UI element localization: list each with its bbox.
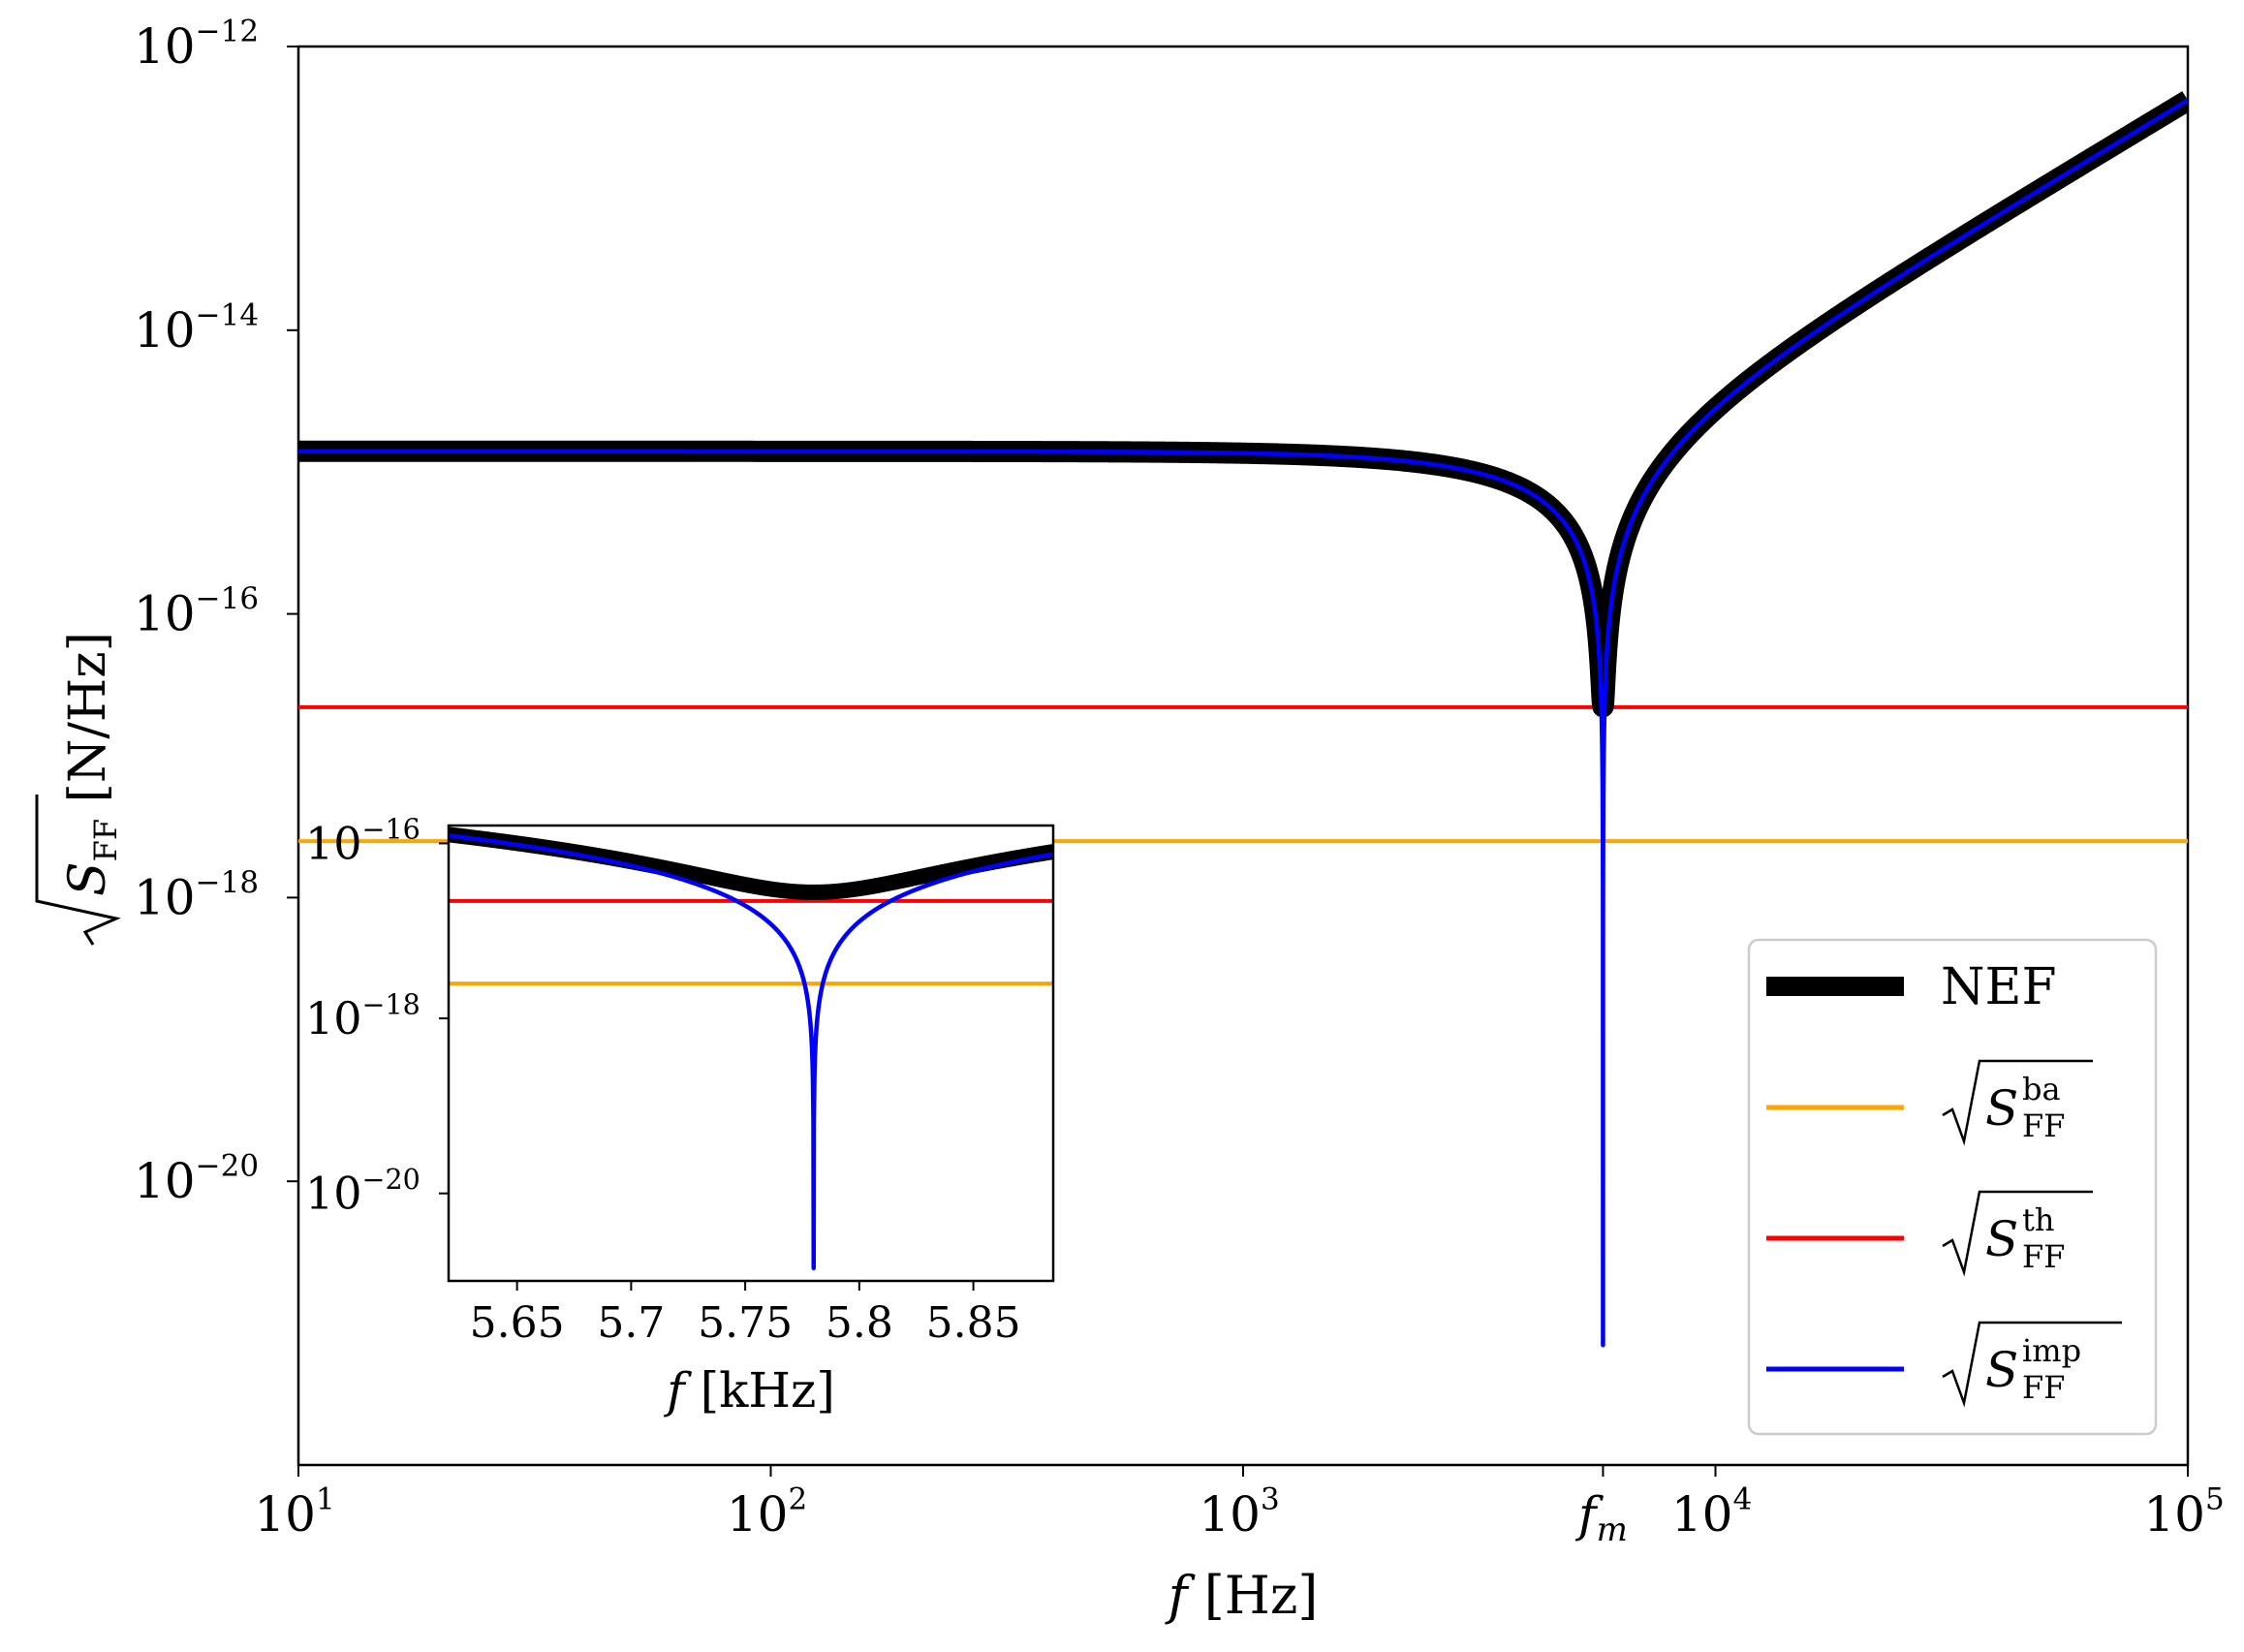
legend-radical-2 bbox=[1942, 1190, 2093, 1277]
inset-x-tick-label: 5.65 bbox=[470, 1298, 565, 1348]
x-tick-label: 104 bbox=[1671, 1482, 1752, 1543]
y-tick-label: 10−12 bbox=[134, 15, 259, 76]
main-plot: 101 102 103 104 105 fm 10−12 10−14 10−16 10−18 10−… bbox=[35, 15, 2225, 1626]
legend-label-sub-2: FF bbox=[2022, 1238, 2065, 1275]
inset-y-tick-label: 10−20 bbox=[305, 1164, 421, 1220]
inset-plot: 5.65 5.7 5.75 5.8 5.85 10−16 10−18 10−20 f [kHz] bbox=[305, 814, 1055, 1418]
legend-label-0: NEF bbox=[1941, 958, 2057, 1016]
inset-series-line-s-ff-imp bbox=[449, 833, 1053, 1271]
legend-label-sub-1: FF bbox=[2022, 1107, 2065, 1144]
inset-x-tick-label: 5.85 bbox=[926, 1298, 1021, 1348]
legend-label-2: S bbox=[1985, 1211, 2018, 1267]
y-axis-label: SFF [N/Hz] bbox=[35, 632, 124, 946]
inset-x-axis-label: f [kHz] bbox=[663, 1362, 835, 1418]
legend-label-sup-2: th bbox=[2022, 1201, 2054, 1238]
inset-y-tick-label: 10−16 bbox=[305, 814, 421, 870]
legend-label-sup-1: ba bbox=[2022, 1071, 2061, 1107]
legend-label-3: S bbox=[1985, 1342, 2018, 1398]
inset-frame bbox=[447, 824, 1055, 1283]
x-tick-label: 103 bbox=[1199, 1482, 1279, 1543]
series-line-s-ff-imp bbox=[298, 98, 2188, 1348]
legend-label-sup-3: imp bbox=[2022, 1332, 2081, 1369]
legend-label-sub-3: FF bbox=[2022, 1369, 2065, 1406]
inset-y-tick-label: 10−18 bbox=[305, 988, 421, 1044]
series-layer bbox=[298, 90, 2188, 1348]
x-tick-label: 105 bbox=[2143, 1482, 2224, 1543]
x-tick-label: 101 bbox=[254, 1482, 334, 1543]
inset-background bbox=[449, 826, 1053, 1281]
x-tick-label: 102 bbox=[727, 1482, 807, 1543]
legend-box bbox=[1747, 938, 2158, 1436]
legend-radical-3 bbox=[1942, 1321, 2122, 1408]
x-tick-label-fm: fm bbox=[1574, 1486, 1628, 1549]
legend-radical-1 bbox=[1942, 1059, 2093, 1146]
series-line-nef bbox=[298, 90, 2188, 718]
inset-x-tick-label: 5.7 bbox=[597, 1298, 665, 1348]
inset-x-tick-label: 5.75 bbox=[698, 1298, 793, 1348]
y-tick-label: 10−16 bbox=[134, 581, 259, 642]
inset-x-tick-label: 5.8 bbox=[826, 1298, 893, 1348]
inset-series-layer bbox=[449, 826, 1053, 1271]
x-axis-label: f [Hz] bbox=[1165, 1565, 1319, 1626]
legend-label-1: S bbox=[1985, 1080, 2018, 1137]
y-tick-label: 10−14 bbox=[134, 297, 259, 358]
y-axis-label-text: SFF [N/Hz] bbox=[59, 632, 124, 896]
y-tick-label: 10−18 bbox=[134, 865, 259, 926]
radical-sign bbox=[35, 795, 121, 946]
y-tick-label: 10−20 bbox=[134, 1149, 259, 1210]
